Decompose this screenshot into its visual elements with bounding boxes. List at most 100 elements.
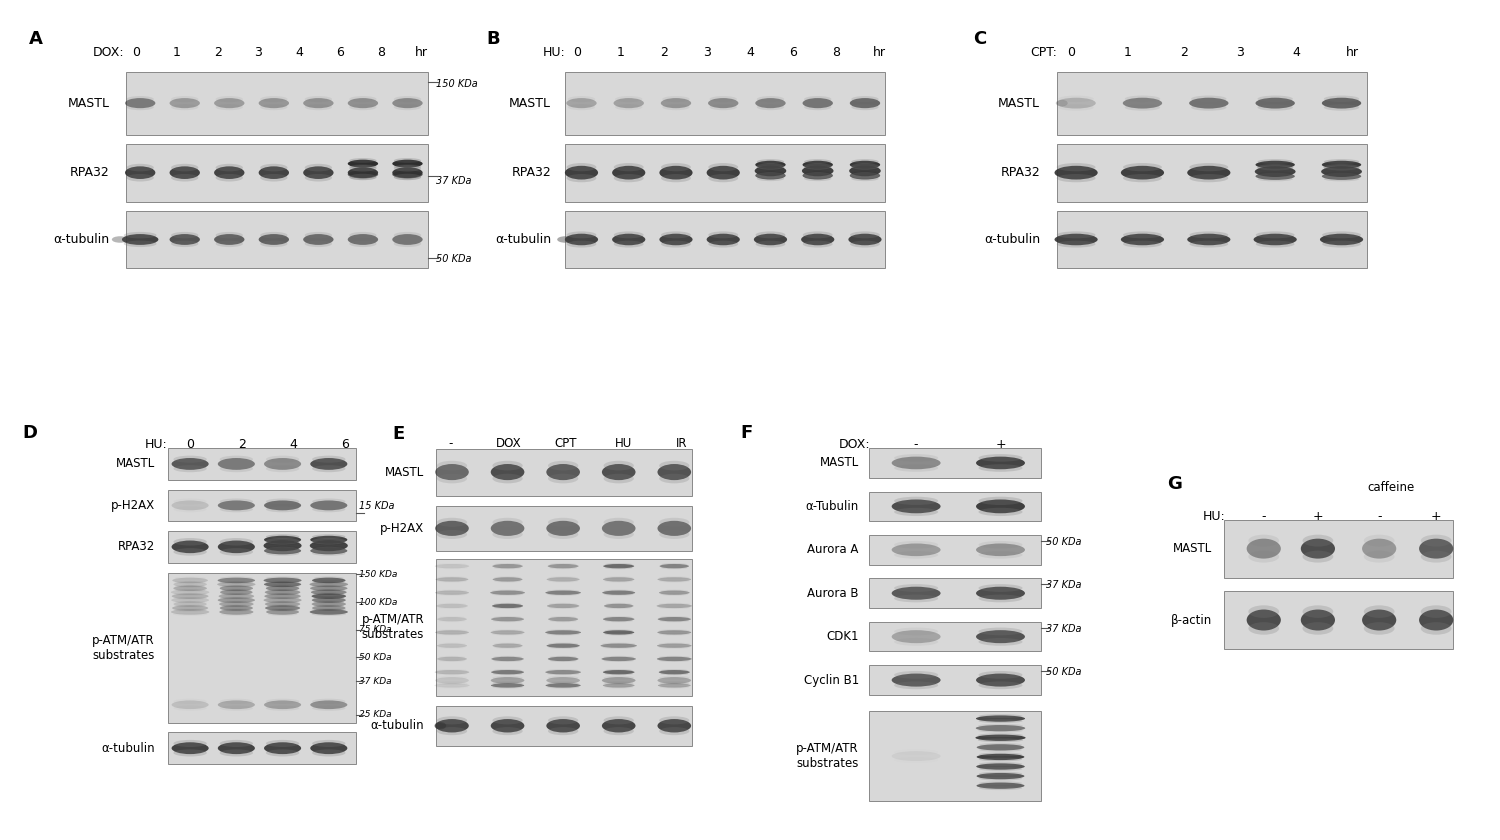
Ellipse shape <box>658 603 690 606</box>
Ellipse shape <box>1186 165 1230 180</box>
Ellipse shape <box>492 686 522 689</box>
Ellipse shape <box>758 165 784 171</box>
Text: MASTL: MASTL <box>68 97 110 110</box>
Ellipse shape <box>802 171 832 180</box>
Ellipse shape <box>548 617 578 622</box>
Ellipse shape <box>312 593 345 596</box>
Ellipse shape <box>658 530 690 539</box>
Ellipse shape <box>170 98 200 108</box>
Text: 6: 6 <box>340 438 350 451</box>
Ellipse shape <box>1322 173 1360 180</box>
Ellipse shape <box>314 601 345 603</box>
Ellipse shape <box>170 234 200 245</box>
Ellipse shape <box>217 581 255 587</box>
Ellipse shape <box>490 591 525 595</box>
Ellipse shape <box>708 98 738 108</box>
Ellipse shape <box>658 659 690 662</box>
Text: p-ATM/ATR
substrates: p-ATM/ATR substrates <box>796 742 858 770</box>
Bar <box>1224 591 1454 648</box>
Ellipse shape <box>603 461 634 470</box>
Ellipse shape <box>978 551 1023 559</box>
Ellipse shape <box>978 719 1023 723</box>
Ellipse shape <box>980 781 1022 785</box>
Ellipse shape <box>176 589 206 592</box>
Text: MASTL: MASTL <box>1173 542 1212 555</box>
Text: IR: IR <box>676 437 687 449</box>
Ellipse shape <box>312 606 345 611</box>
Ellipse shape <box>566 165 598 180</box>
Ellipse shape <box>304 96 332 102</box>
Ellipse shape <box>603 675 634 680</box>
Ellipse shape <box>802 98 832 108</box>
Ellipse shape <box>174 596 207 600</box>
Ellipse shape <box>492 682 522 685</box>
Ellipse shape <box>658 576 690 579</box>
Ellipse shape <box>658 629 690 632</box>
Ellipse shape <box>894 627 938 635</box>
Ellipse shape <box>1257 164 1293 171</box>
Ellipse shape <box>1056 163 1095 171</box>
Ellipse shape <box>222 585 252 588</box>
Ellipse shape <box>350 96 376 102</box>
Ellipse shape <box>850 98 880 108</box>
Ellipse shape <box>266 538 300 544</box>
Ellipse shape <box>1302 551 1334 563</box>
Bar <box>868 449 1041 478</box>
Ellipse shape <box>492 620 522 622</box>
Ellipse shape <box>266 606 300 611</box>
Ellipse shape <box>266 581 300 585</box>
Ellipse shape <box>172 578 208 583</box>
Ellipse shape <box>314 592 345 596</box>
Ellipse shape <box>754 234 788 245</box>
Text: 4: 4 <box>296 46 303 60</box>
Ellipse shape <box>219 749 254 757</box>
Ellipse shape <box>171 164 198 171</box>
Ellipse shape <box>1362 538 1396 559</box>
Text: G: G <box>1167 475 1182 492</box>
Text: 150 KDa: 150 KDa <box>360 570 398 579</box>
Ellipse shape <box>494 567 522 570</box>
Ellipse shape <box>222 589 252 592</box>
Ellipse shape <box>393 234 423 245</box>
Ellipse shape <box>549 563 578 565</box>
Ellipse shape <box>657 657 692 661</box>
Ellipse shape <box>614 240 644 248</box>
Ellipse shape <box>436 727 466 735</box>
Ellipse shape <box>658 643 690 645</box>
Ellipse shape <box>393 167 423 178</box>
Ellipse shape <box>438 580 466 582</box>
Text: F: F <box>741 424 753 443</box>
Ellipse shape <box>850 163 879 170</box>
Ellipse shape <box>436 604 468 608</box>
Ellipse shape <box>1256 173 1294 180</box>
Text: α-tubulin: α-tubulin <box>100 742 154 754</box>
Text: D: D <box>22 424 38 443</box>
Text: α-tubulin: α-tubulin <box>370 719 424 732</box>
Ellipse shape <box>548 657 579 661</box>
Ellipse shape <box>1120 234 1164 245</box>
Ellipse shape <box>852 96 879 102</box>
Ellipse shape <box>756 163 784 170</box>
Ellipse shape <box>124 232 156 239</box>
Ellipse shape <box>708 240 738 248</box>
Ellipse shape <box>266 507 300 512</box>
Ellipse shape <box>314 576 344 580</box>
Bar <box>436 449 692 496</box>
Ellipse shape <box>219 498 254 504</box>
Ellipse shape <box>544 630 580 634</box>
Ellipse shape <box>216 96 243 102</box>
Ellipse shape <box>1256 240 1294 248</box>
Bar <box>168 449 356 480</box>
Text: CPT:: CPT: <box>1030 46 1057 60</box>
Text: DOX: DOX <box>495 437 520 449</box>
Ellipse shape <box>490 683 524 688</box>
Ellipse shape <box>314 601 344 604</box>
Ellipse shape <box>266 596 300 600</box>
Ellipse shape <box>976 543 1024 556</box>
Ellipse shape <box>171 96 198 102</box>
Ellipse shape <box>174 455 207 463</box>
Ellipse shape <box>658 517 690 527</box>
Ellipse shape <box>852 104 879 110</box>
Ellipse shape <box>436 643 466 648</box>
Ellipse shape <box>891 751 940 761</box>
